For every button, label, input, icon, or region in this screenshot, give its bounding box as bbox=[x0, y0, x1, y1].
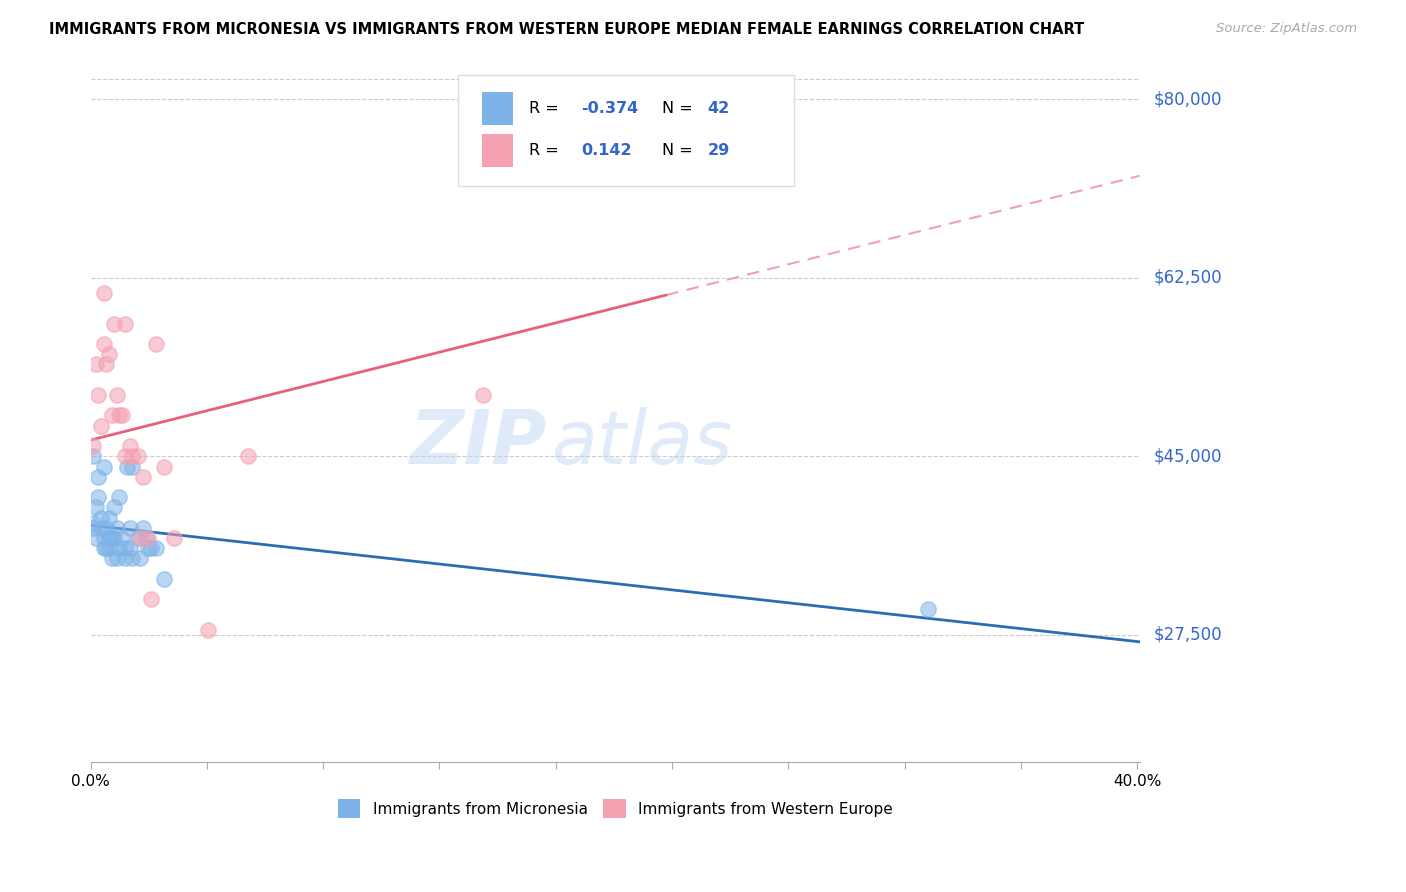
Point bbox=[93, 459, 115, 474]
Point bbox=[96, 521, 118, 535]
Text: R =: R = bbox=[529, 143, 569, 158]
Point bbox=[127, 450, 149, 464]
Point bbox=[236, 450, 259, 464]
Point bbox=[82, 439, 104, 453]
Point bbox=[100, 409, 122, 423]
Point bbox=[82, 516, 104, 530]
Legend: Immigrants from Micronesia, Immigrants from Western Europe: Immigrants from Micronesia, Immigrants f… bbox=[332, 793, 898, 824]
Point bbox=[145, 337, 167, 351]
Point bbox=[114, 317, 136, 331]
Text: $27,500: $27,500 bbox=[1154, 626, 1222, 644]
Point bbox=[87, 490, 110, 504]
Point bbox=[136, 541, 159, 556]
Point bbox=[655, 153, 678, 168]
Point bbox=[103, 531, 125, 545]
Point bbox=[82, 450, 104, 464]
Point bbox=[111, 531, 134, 545]
Point bbox=[153, 572, 176, 586]
Bar bbox=[482, 92, 513, 126]
Point bbox=[105, 388, 128, 402]
Point bbox=[105, 551, 128, 566]
Point bbox=[96, 541, 118, 556]
Point bbox=[84, 358, 107, 372]
Point bbox=[100, 531, 122, 545]
Point bbox=[121, 459, 143, 474]
Text: Source: ZipAtlas.com: Source: ZipAtlas.com bbox=[1216, 22, 1357, 36]
Point bbox=[132, 521, 155, 535]
Point bbox=[90, 510, 112, 524]
Point bbox=[121, 551, 143, 566]
Point bbox=[93, 337, 115, 351]
Text: -0.374: -0.374 bbox=[582, 102, 638, 116]
Point bbox=[114, 450, 136, 464]
Point bbox=[90, 521, 112, 535]
Point bbox=[139, 541, 162, 556]
Point bbox=[118, 521, 141, 535]
Text: IMMIGRANTS FROM MICRONESIA VS IMMIGRANTS FROM WESTERN EUROPE MEDIAN FEMALE EARNI: IMMIGRANTS FROM MICRONESIA VS IMMIGRANTS… bbox=[49, 22, 1084, 37]
Text: R =: R = bbox=[529, 102, 564, 116]
Point bbox=[129, 551, 152, 566]
Text: atlas: atlas bbox=[553, 408, 734, 479]
Point bbox=[111, 409, 134, 423]
Point bbox=[108, 490, 131, 504]
Point bbox=[153, 459, 176, 474]
Point bbox=[97, 510, 120, 524]
Point bbox=[84, 500, 107, 515]
Point bbox=[472, 388, 495, 402]
Point bbox=[145, 541, 167, 556]
Text: 29: 29 bbox=[707, 143, 730, 158]
Point bbox=[118, 541, 141, 556]
Point bbox=[82, 521, 104, 535]
Point bbox=[127, 531, 149, 545]
Point bbox=[121, 450, 143, 464]
Point bbox=[93, 531, 115, 545]
Point bbox=[87, 388, 110, 402]
Point bbox=[90, 418, 112, 433]
Point bbox=[135, 531, 157, 545]
Point bbox=[103, 317, 125, 331]
Point bbox=[129, 531, 152, 545]
FancyBboxPatch shape bbox=[458, 76, 793, 186]
Text: 42: 42 bbox=[707, 102, 730, 116]
Point bbox=[105, 521, 128, 535]
Point bbox=[108, 409, 131, 423]
Text: $45,000: $45,000 bbox=[1154, 447, 1222, 466]
Point bbox=[163, 531, 186, 545]
Point bbox=[93, 285, 115, 300]
Point bbox=[114, 551, 136, 566]
Point bbox=[97, 541, 120, 556]
Text: $62,500: $62,500 bbox=[1154, 268, 1222, 286]
Text: ZIP: ZIP bbox=[409, 407, 547, 480]
Text: N =: N = bbox=[662, 143, 699, 158]
Point bbox=[84, 531, 107, 545]
Bar bbox=[482, 134, 513, 167]
Point bbox=[97, 347, 120, 361]
Text: 0.142: 0.142 bbox=[582, 143, 633, 158]
Point bbox=[139, 592, 162, 607]
Point bbox=[136, 531, 159, 545]
Text: $80,000: $80,000 bbox=[1154, 90, 1222, 108]
Point bbox=[96, 358, 118, 372]
Point bbox=[197, 623, 219, 637]
Point bbox=[103, 500, 125, 515]
Point bbox=[132, 469, 155, 483]
Point bbox=[87, 469, 110, 483]
Point bbox=[93, 541, 115, 556]
Point bbox=[917, 602, 939, 616]
Text: N =: N = bbox=[662, 102, 699, 116]
Point bbox=[114, 541, 136, 556]
Point bbox=[100, 551, 122, 566]
Point bbox=[118, 439, 141, 453]
Point bbox=[117, 459, 139, 474]
Point bbox=[108, 541, 131, 556]
Point bbox=[97, 531, 120, 545]
